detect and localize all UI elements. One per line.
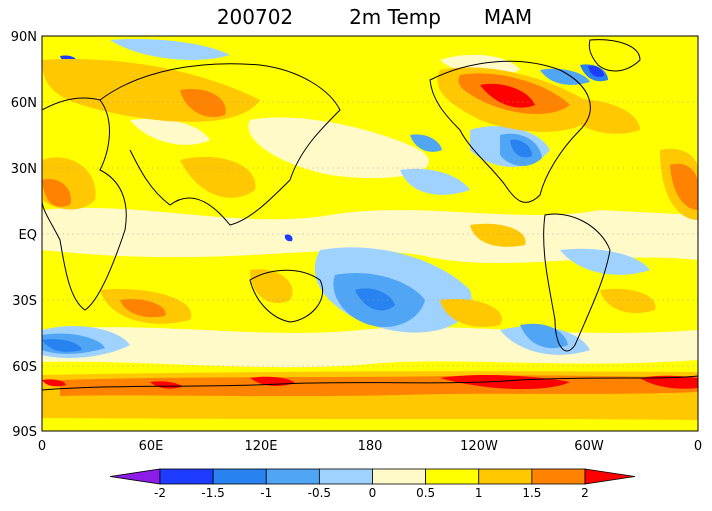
colorbar-tick-label: -1 — [260, 486, 272, 500]
lat-label-eq: EQ — [19, 228, 37, 243]
colorbar-bin — [212, 468, 267, 485]
lon-label-0-left: 0 — [38, 439, 46, 454]
colorbar-bin — [159, 468, 214, 485]
anomaly-above-2-regions — [42, 83, 698, 390]
anomaly-field — [42, 36, 698, 431]
colorbar-tick-label: 0.5 — [416, 486, 435, 500]
colorbar-bin — [372, 468, 427, 485]
lon-label-180: 180 — [358, 439, 383, 454]
map-frame — [41, 35, 699, 432]
colorbar-bin — [531, 468, 586, 485]
lat-label-60s: 60S — [12, 360, 37, 375]
anomaly-0-to-0.5-regions — [42, 54, 698, 368]
lon-label-120w: 120W — [460, 439, 498, 454]
lat-label-60n: 60N — [11, 96, 37, 111]
colorbar-tick-label: 1.5 — [522, 486, 541, 500]
title-season: MAM — [484, 5, 532, 29]
lon-label-60w: 60W — [574, 439, 604, 454]
colorbar: -2 -1.5 -1 -0.5 0 0.5 1 1.5 2 — [109, 468, 636, 500]
colorbar-bin — [265, 468, 320, 485]
lat-label-90n: 90N — [11, 30, 37, 45]
asia-outline — [99, 63, 341, 226]
latitude-labels: 90N 60N 30N EQ 30S 60S 90S — [11, 30, 37, 440]
colorbar-upper-extend — [584, 468, 636, 485]
lat-label-30n: 30N — [11, 162, 37, 177]
africa-europe-outline — [42, 97, 127, 311]
longitude-labels: 0 60E 120E 180 120W 60W 0 — [38, 439, 702, 454]
greenland-outline — [588, 39, 641, 72]
colorbar-tick-label: -1.5 — [201, 486, 224, 500]
colorbar-bin — [478, 468, 533, 485]
coastlines — [42, 39, 698, 391]
south-america-outline — [543, 213, 611, 352]
colorbar-lower-extend — [109, 468, 161, 485]
colorbar-tick-label: -2 — [154, 486, 166, 500]
lon-label-60e: 60E — [139, 439, 164, 454]
lon-label-120e: 120E — [244, 439, 277, 454]
lon-label-0-right: 0 — [694, 439, 702, 454]
colorbar-tick-label: 1 — [475, 486, 483, 500]
title-variable: 2m Temp — [349, 5, 441, 29]
colorbar-tick-label: -0.5 — [308, 486, 331, 500]
latitude-gridlines — [42, 101, 698, 367]
lat-label-30s: 30S — [12, 294, 37, 309]
north-america-outline — [429, 60, 591, 203]
colorbar-tick-label: 0 — [369, 486, 377, 500]
title-date: 200702 — [217, 5, 293, 29]
colorbar-tick-label: 2 — [581, 486, 589, 500]
antarctica-outline — [42, 375, 698, 391]
colorbar-bin — [425, 468, 480, 485]
australia-outline — [249, 269, 324, 323]
colorbar-bin — [318, 468, 373, 485]
lat-label-90s: 90S — [12, 425, 37, 440]
